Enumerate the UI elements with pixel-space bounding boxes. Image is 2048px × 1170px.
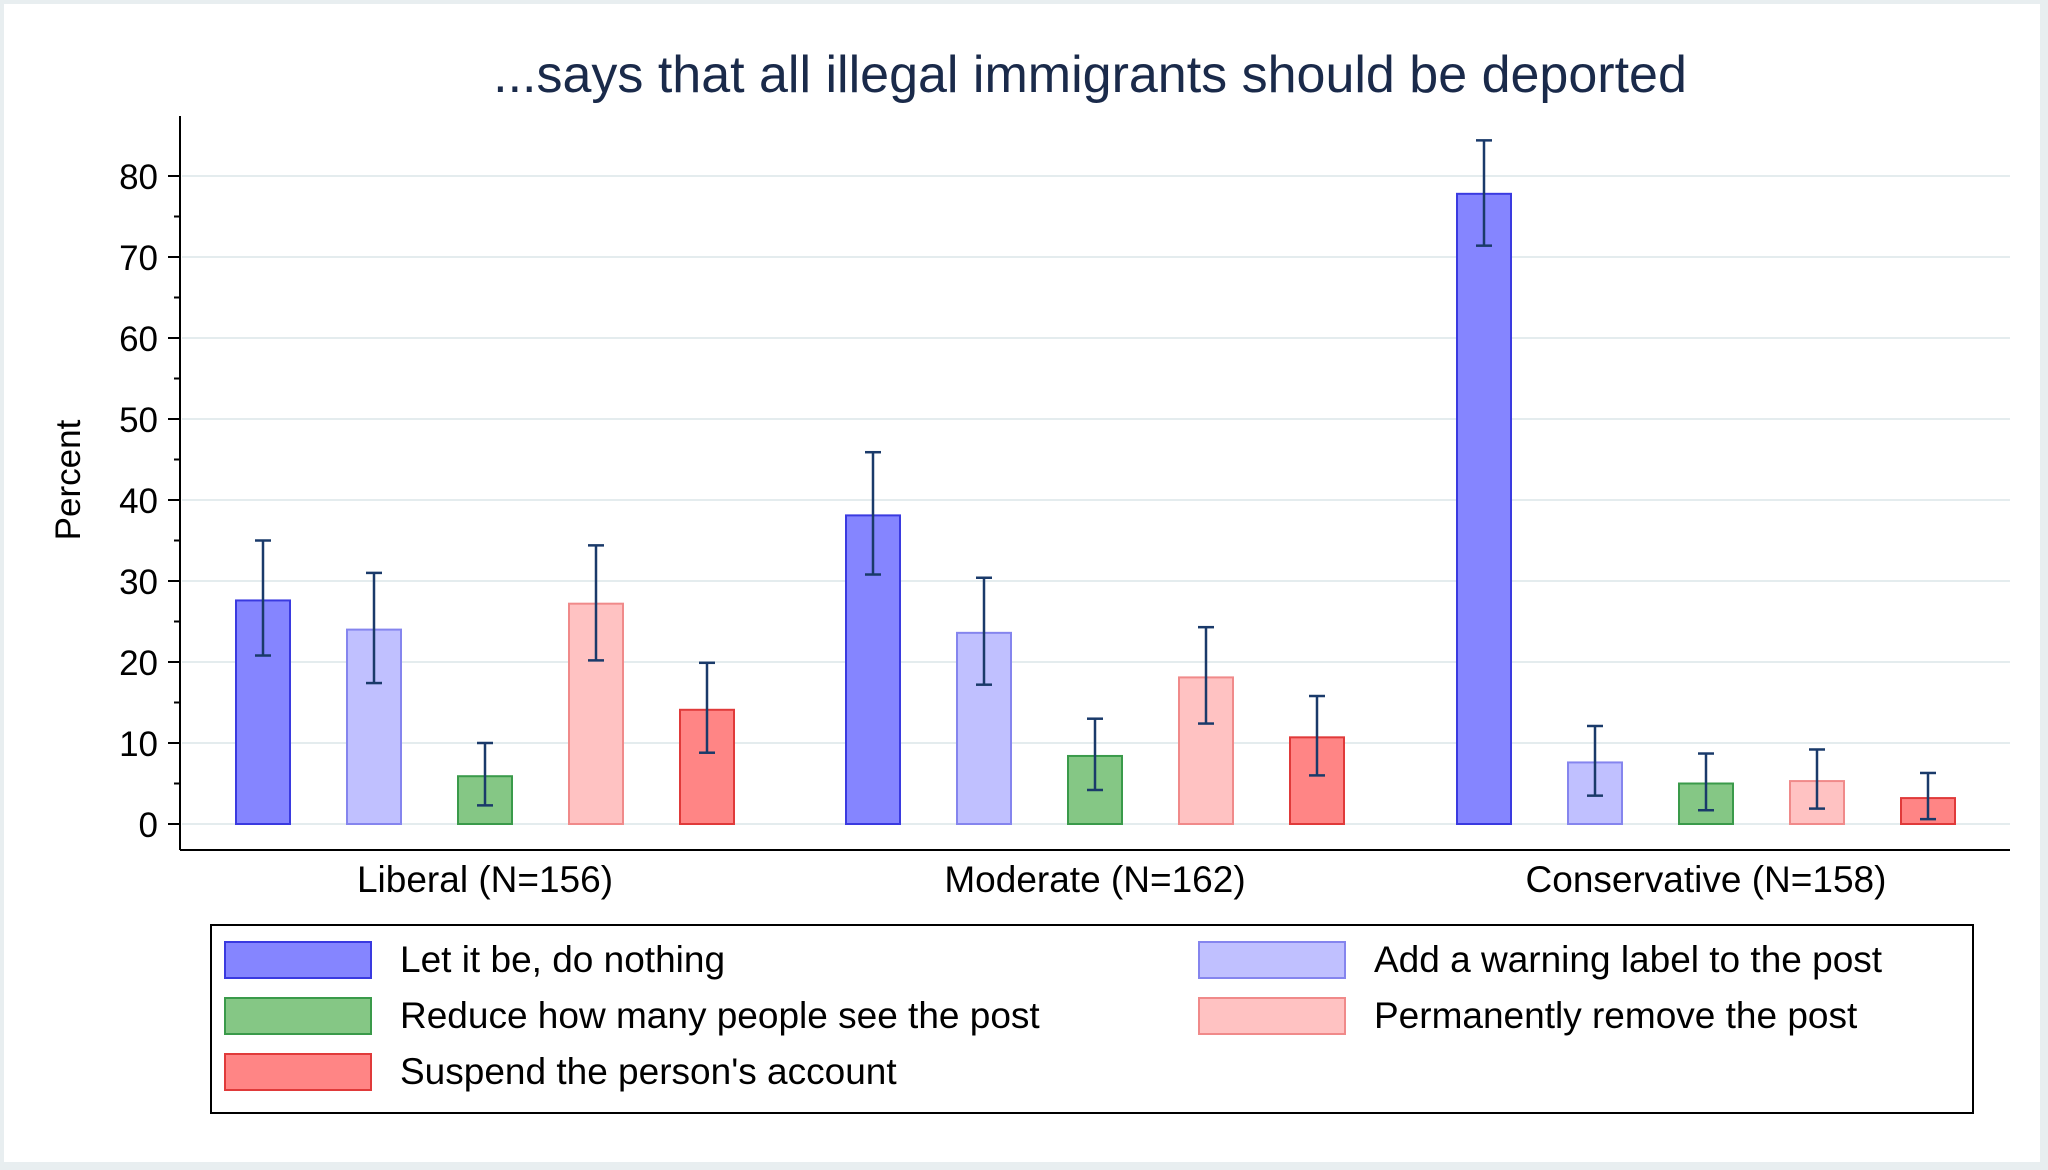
y-tick-label: 20 xyxy=(119,644,158,683)
chart-title: ...says that all illegal immigrants shou… xyxy=(493,46,1687,104)
legend-label: Add a warning label to the post xyxy=(1374,939,1883,980)
legend-label: Permanently remove the post xyxy=(1374,995,1858,1036)
y-tick-label: 40 xyxy=(119,482,158,521)
bar xyxy=(1456,192,1512,825)
legend-swatch xyxy=(224,1053,372,1091)
legend-label: Let it be, do nothing xyxy=(400,939,726,980)
bar xyxy=(1289,736,1345,826)
legend-item: Let it be, do nothing xyxy=(224,939,726,980)
chart-frame: ...says that all illegal immigrants shou… xyxy=(4,4,2040,1162)
y-tick-label: 80 xyxy=(119,158,158,197)
legend-label: Reduce how many people see the post xyxy=(400,995,1040,1036)
chart: ...says that all illegal immigrants shou… xyxy=(49,46,2010,900)
y-ticks: 0 10 20 30 40 50 60 70 80 xyxy=(119,158,180,845)
legend: Let it be, do nothing Add a warning label… xyxy=(210,924,1974,1114)
legend-item: Reduce how many people see the post xyxy=(224,995,1040,1036)
legend-item: Permanently remove the post xyxy=(1198,995,1858,1036)
y-tick-label: 0 xyxy=(139,806,158,845)
axes xyxy=(179,116,2010,851)
category-label: Liberal (N=156) xyxy=(357,859,613,900)
legend-item: Suspend the person's account xyxy=(224,1051,897,1092)
category-label: Moderate (N=162) xyxy=(944,859,1245,900)
category-labels: Liberal (N=156) Moderate (N=162) Conservat… xyxy=(357,859,1886,900)
grid-lines xyxy=(182,175,2010,825)
legend-swatch xyxy=(224,997,372,1035)
y-axis-label: Percent xyxy=(49,419,88,540)
legend-swatch xyxy=(224,941,372,979)
legend-label: Suspend the person's account xyxy=(400,1051,897,1092)
legend-swatch xyxy=(1198,941,1346,979)
y-tick-label: 50 xyxy=(119,401,158,440)
error-bars xyxy=(255,139,1936,821)
y-tick-label: 60 xyxy=(119,320,158,359)
y-tick-label: 10 xyxy=(119,725,158,764)
legend-swatch xyxy=(1198,997,1346,1035)
y-tick-label: 30 xyxy=(119,563,158,602)
category-label: Conservative (N=158) xyxy=(1526,859,1887,900)
y-tick-label: 70 xyxy=(119,239,158,278)
legend-item: Add a warning label to the post xyxy=(1198,939,1883,980)
